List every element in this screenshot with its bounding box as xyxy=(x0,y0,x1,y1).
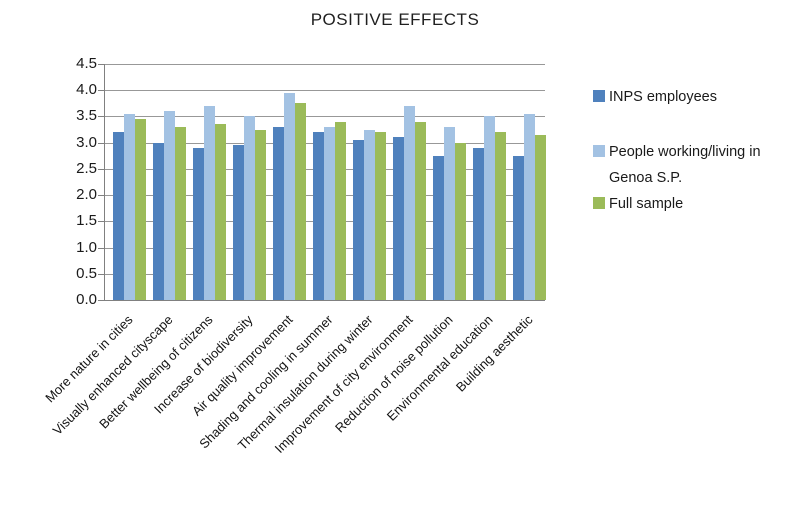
y-axis-line xyxy=(104,64,105,301)
bar-full-sample xyxy=(295,103,306,300)
plot-area xyxy=(105,64,546,300)
y-tick-label: 1.0 xyxy=(76,238,97,256)
y-tick-label: 2.0 xyxy=(76,186,97,204)
x-axis-line xyxy=(104,300,545,301)
bar-genoa xyxy=(204,105,215,300)
bar-genoa xyxy=(244,116,255,300)
bar-full-sample xyxy=(215,124,226,300)
bar-genoa xyxy=(364,129,375,300)
y-tick-label: 0.0 xyxy=(76,291,97,308)
legend-swatch xyxy=(593,197,605,209)
bar-genoa xyxy=(284,92,295,300)
bar-inps xyxy=(233,145,244,300)
bar-genoa xyxy=(404,105,415,300)
legend-item: INPS employees xyxy=(593,84,777,110)
y-tick-label: 4.0 xyxy=(76,81,97,99)
bar-inps xyxy=(153,142,164,300)
gridline xyxy=(105,90,545,92)
legend-label: INPS employees xyxy=(609,89,717,105)
chart-title: POSITIVE EFFECTS xyxy=(310,10,480,29)
y-axis-tick xyxy=(98,273,104,275)
y-tick-label: 3.5 xyxy=(76,107,97,125)
bar-genoa xyxy=(324,126,335,300)
y-tick-label: 0.5 xyxy=(76,264,97,282)
y-tick-label: 2.5 xyxy=(76,159,97,177)
y-tick-label: 3.0 xyxy=(76,133,97,151)
y-axis-tick xyxy=(98,116,104,118)
y-axis-tick xyxy=(98,142,104,144)
bar-inps xyxy=(433,155,444,300)
y-axis-tick xyxy=(98,64,104,65)
legend-swatch xyxy=(593,90,605,102)
bar-genoa xyxy=(164,111,175,300)
legend-item: People working/living in Genoa S.P. xyxy=(593,139,777,191)
y-tick-label: 4.5 xyxy=(76,55,97,72)
bar-full-sample xyxy=(175,126,186,300)
legend-label: People working/living in Genoa S.P. xyxy=(609,144,761,186)
bar-full-sample xyxy=(535,134,546,300)
bar-inps xyxy=(193,147,204,300)
bar-inps xyxy=(353,140,364,300)
y-tick-label: 1.5 xyxy=(76,212,97,230)
bar-full-sample xyxy=(135,119,146,300)
gridline xyxy=(105,64,545,65)
legend-item: Full sample xyxy=(593,191,777,217)
legend-label: Full sample xyxy=(609,196,684,212)
bar-inps xyxy=(273,126,284,300)
y-axis-tick xyxy=(98,300,104,301)
bar-genoa xyxy=(524,113,535,300)
y-axis-tick xyxy=(98,90,104,92)
bar-genoa xyxy=(124,113,135,300)
bar-full-sample xyxy=(375,132,386,300)
bar-genoa xyxy=(444,126,455,300)
gridline xyxy=(105,116,545,118)
bar-genoa xyxy=(484,116,495,300)
bar-full-sample xyxy=(495,132,506,300)
bar-full-sample xyxy=(255,129,266,300)
y-axis-tick xyxy=(98,247,104,249)
bar-inps xyxy=(393,137,404,300)
bar-inps xyxy=(513,155,524,300)
bar-full-sample xyxy=(455,142,466,300)
y-axis-tick xyxy=(98,195,104,197)
bar-full-sample xyxy=(415,121,426,300)
bar-inps xyxy=(313,132,324,300)
y-axis-tick xyxy=(98,221,104,223)
bar-inps xyxy=(113,132,124,300)
y-axis-tick xyxy=(98,168,104,170)
bar-full-sample xyxy=(335,121,346,300)
bar-inps xyxy=(473,147,484,300)
legend-swatch xyxy=(593,145,605,157)
